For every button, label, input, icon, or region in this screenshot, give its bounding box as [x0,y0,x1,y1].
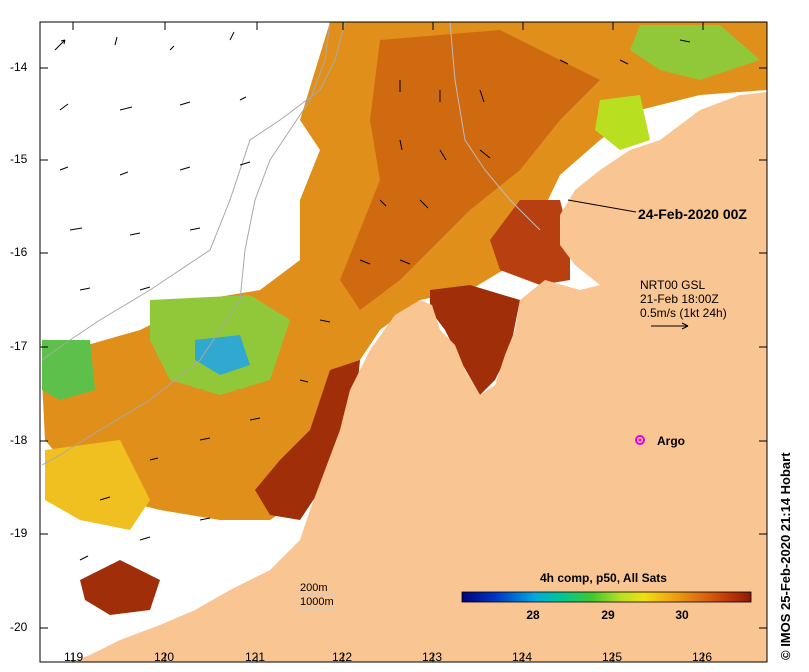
lon-label-120: 120 [154,650,175,664]
contour-legend-200m: 200m [300,582,328,594]
lat-label-15: -15 [10,152,28,166]
axis-ticks [40,22,767,662]
lon-label-123: 123 [422,650,443,664]
lat-label-17: -17 [10,339,28,353]
sst-south-hot [80,560,160,615]
date-label: 24-Feb-2020 00Z [638,206,747,222]
sst-hot-coast [430,285,520,395]
lon-label-119: 119 [64,650,84,664]
land-mass [70,92,767,662]
sst-cool-north [630,25,760,80]
lat-label-16: -16 [10,245,28,259]
argo-label: Argo [657,434,685,448]
lon-label-121: 121 [245,650,266,664]
colorbar-tick-29: 29 [601,608,615,622]
lon-label-125: 125 [602,650,623,664]
lon-label-126: 126 [692,650,713,664]
contour-legend-1000m: 1000m [300,596,334,608]
colorbar-title: 4h comp, p50, All Sats [540,571,667,585]
sst-orange-core [340,30,600,310]
lon-label-124: 124 [512,650,533,664]
lat-label-18: -18 [10,433,28,447]
date-pointer-line [567,199,637,213]
map-frame [39,21,768,663]
sst-blue-patch [195,335,250,375]
lat-label-19: -19 [10,526,28,540]
current-legend-line3: 0.5m/s (1kt 24h) [640,306,727,320]
colorbar-tick-30: 30 [675,608,689,622]
current-scale-arrow [651,322,689,330]
colorbar [461,591,752,603]
lat-label-20: -20 [10,620,28,634]
current-vectors [54,31,691,561]
contour-legend [300,594,336,609]
argo-marker [635,435,645,445]
current-legend-line2: 21-Feb 18:00Z [640,292,719,306]
lon-label-122: 122 [332,650,353,664]
sst-hot-coast-south [255,360,360,520]
colorbar-tick-28: 28 [526,608,540,622]
lat-label-14: -14 [10,60,28,74]
sst-cool-west-2 [42,340,95,400]
bathymetry-coastal [449,22,541,231]
bathymetry-1000m [41,22,346,361]
imos-credit: © IMOS 25-Feb-2020 21:14 Hobart [778,452,793,660]
sst-hot-north [490,200,570,285]
bathymetry-200m [41,22,331,466]
sst-cool-patch [595,95,650,150]
sst-yellow-south [45,440,150,530]
sst-overlay [42,22,767,615]
current-legend-line1: NRT00 GSL [640,278,705,292]
